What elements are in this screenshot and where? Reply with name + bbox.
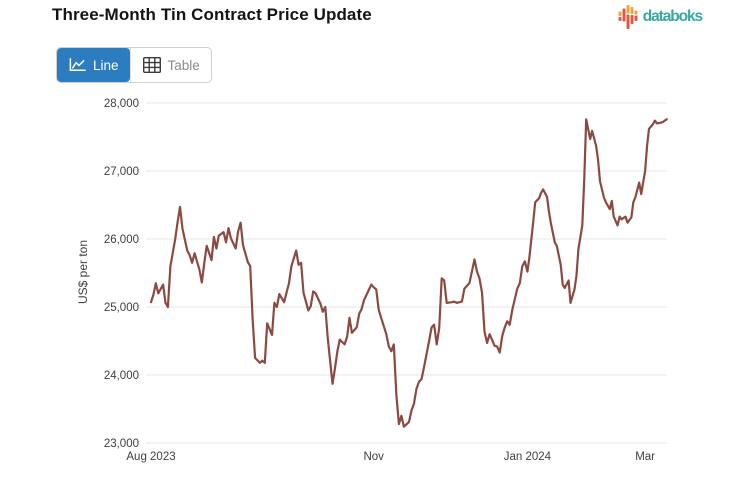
line-view-label: Line [93,57,119,73]
svg-text:Mar: Mar [635,451,655,463]
svg-text:24,000: 24,000 [104,370,139,382]
brand-name: databoks [642,8,703,25]
chart-view-toggle: Line Table [56,47,212,83]
svg-text:Aug 2023: Aug 2023 [126,451,175,463]
svg-text:28,000: 28,000 [104,98,139,110]
table-grid-icon [142,56,162,74]
y-axis-title: US$ per ton [76,239,90,305]
databoks-bars-icon [618,5,638,29]
svg-text:26,000: 26,000 [104,234,139,246]
brand-logo: databoks [617,4,703,30]
line-chart-icon [68,57,87,73]
svg-text:25,000: 25,000 [104,302,139,314]
svg-text:Nov: Nov [363,451,384,463]
svg-text:27,000: 27,000 [104,166,139,178]
line-view-button[interactable]: Line [57,48,130,82]
svg-text:23,000: 23,000 [104,438,139,450]
svg-text:Jan 2024: Jan 2024 [504,451,552,463]
table-view-button[interactable]: Table [129,48,211,82]
page-title: Three-Month Tin Contract Price Update [52,5,372,24]
table-view-label: Table [167,57,200,73]
